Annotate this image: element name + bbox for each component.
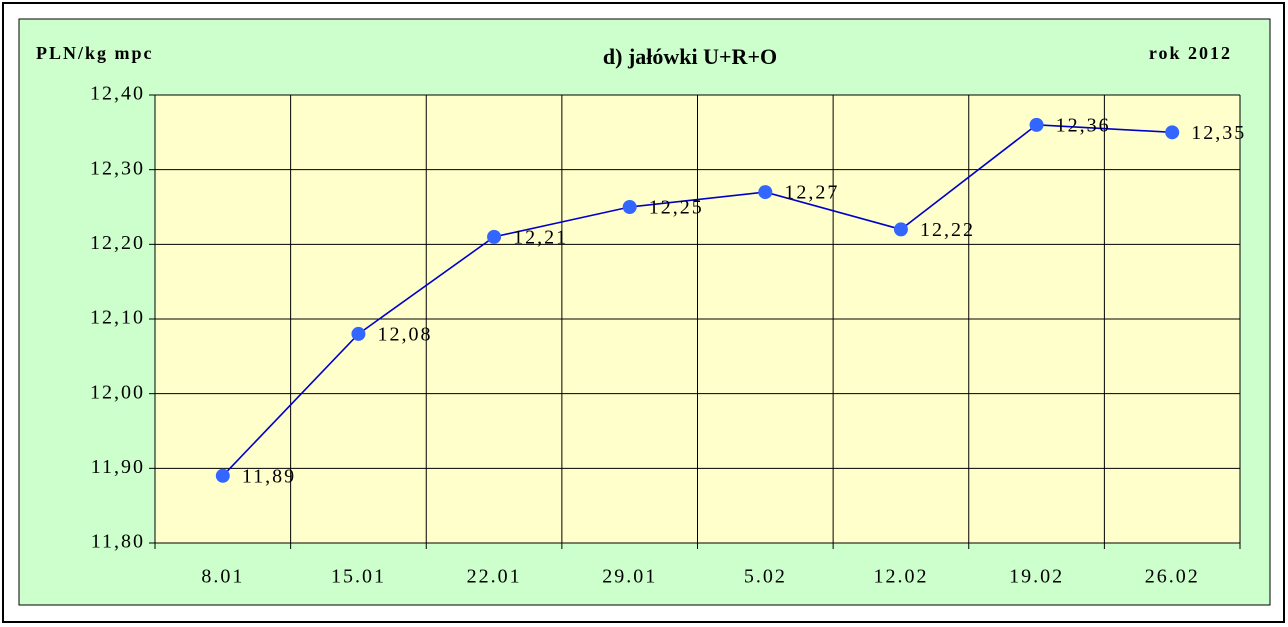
y-tick-label: 12,30 bbox=[90, 157, 145, 179]
x-tick-label: 12.02 bbox=[873, 566, 928, 588]
chart-title: d) jałówki U+R+O bbox=[603, 44, 777, 69]
y-tick-label: 12,10 bbox=[90, 307, 145, 329]
data-point bbox=[215, 468, 230, 483]
data-line bbox=[222, 124, 1173, 477]
y-tick-label: 12,00 bbox=[90, 381, 145, 403]
chart-subtitle: rok 2012 bbox=[1149, 43, 1232, 63]
y-tick-label: 11,90 bbox=[91, 456, 145, 478]
data-label: 12,27 bbox=[784, 182, 839, 204]
y-tick-label: 11,80 bbox=[91, 531, 145, 553]
data-point bbox=[1165, 125, 1180, 140]
x-tick-label: 15.01 bbox=[331, 566, 386, 588]
data-label: 12,36 bbox=[1056, 114, 1111, 136]
data-point bbox=[1029, 117, 1044, 132]
x-tick-label: 26.02 bbox=[1145, 566, 1200, 588]
x-tick-label: 29.01 bbox=[602, 566, 657, 588]
x-tick-label: 19.02 bbox=[1009, 566, 1064, 588]
data-label: 12,22 bbox=[920, 219, 975, 241]
data-label: 12,25 bbox=[649, 197, 704, 219]
data-point bbox=[893, 222, 908, 237]
data-label: 11,89 bbox=[242, 465, 296, 487]
data-label: 12,21 bbox=[513, 226, 568, 248]
x-tick-label: 22.01 bbox=[467, 566, 522, 588]
y-tick-label: 12,20 bbox=[90, 232, 145, 254]
data-point bbox=[622, 200, 637, 214]
data-point bbox=[351, 326, 366, 341]
data-label: 12,35 bbox=[1191, 122, 1246, 144]
x-tick-label: 5.02 bbox=[744, 566, 787, 588]
data-point bbox=[487, 229, 502, 244]
y-tick-label: 12,40 bbox=[90, 83, 145, 105]
data-point bbox=[758, 185, 773, 200]
x-tick-label: 8.01 bbox=[201, 566, 244, 588]
data-label: 12,08 bbox=[377, 324, 432, 346]
y-axis-label: PLN/kg mpc bbox=[36, 43, 154, 63]
